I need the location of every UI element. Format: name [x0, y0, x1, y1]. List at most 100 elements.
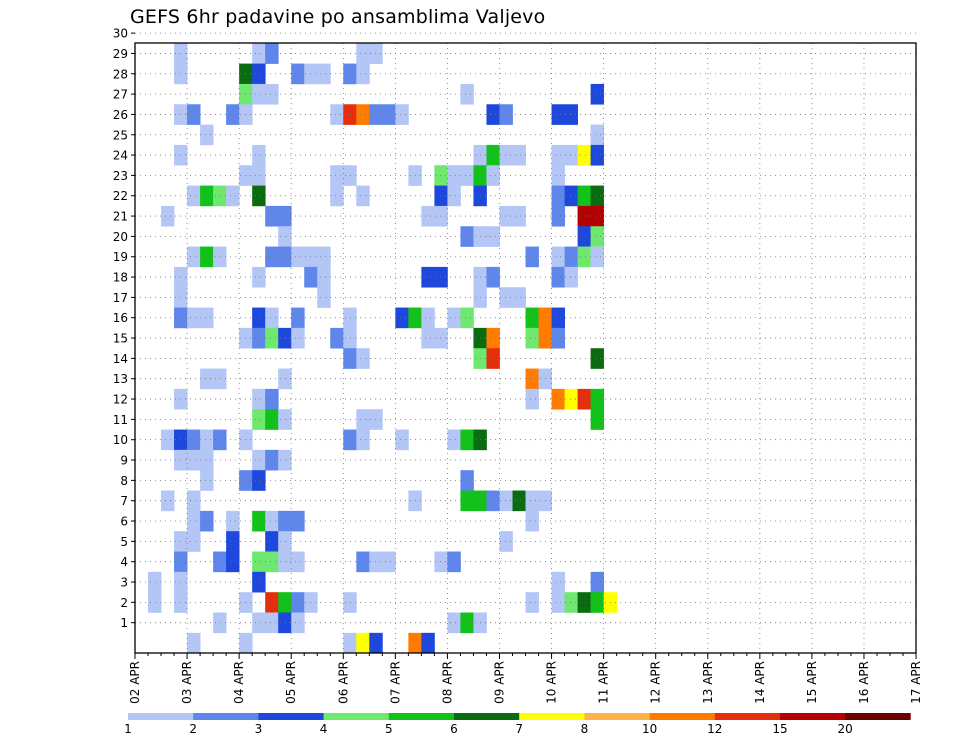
heatmap-cell: [577, 388, 592, 410]
y-tick-label: 11: [113, 413, 128, 427]
heatmap-cell: [252, 144, 266, 166]
legend-swatch: [714, 713, 781, 720]
heatmap-cell: [278, 551, 292, 573]
heatmap-cell: [187, 429, 201, 451]
x-tick-label: 13 APR: [701, 661, 715, 704]
heatmap-cell: [525, 246, 539, 268]
heatmap-cell: [551, 205, 565, 227]
heatmap-cell: [421, 205, 435, 227]
legend-level-label: 12: [707, 722, 722, 736]
heatmap-cell: [187, 185, 201, 207]
heatmap-cell: [447, 165, 461, 186]
heatmap-cell: [252, 307, 266, 329]
heatmap-cell: [525, 327, 539, 349]
heatmap-cell: [590, 388, 605, 410]
x-tick-label: 05 APR: [284, 661, 298, 704]
heatmap-cell: [252, 510, 266, 532]
heatmap-cell: [343, 429, 357, 451]
x-tick-label: 06 APR: [336, 661, 350, 704]
heatmap-cell: [278, 226, 292, 247]
heatmap-cell: [369, 632, 383, 654]
heatmap-cell: [343, 348, 357, 369]
heatmap-cell: [252, 266, 266, 288]
heatmap-cell: [590, 592, 605, 613]
legend-level-label: 15: [772, 722, 787, 736]
heatmap-cell: [226, 551, 240, 573]
y-tick-label: 14: [113, 352, 128, 366]
heatmap-cell: [252, 449, 266, 471]
heatmap-cell: [291, 63, 305, 85]
heatmap-cell: [161, 490, 175, 512]
heatmap-cell: [356, 348, 370, 369]
heatmap-cell: [265, 307, 279, 329]
x-tick-label: 12 APR: [649, 661, 663, 704]
heatmap-cell: [447, 429, 461, 451]
heatmap-cell: [252, 43, 266, 64]
heatmap-cell: [525, 490, 539, 512]
heatmap-cell: [278, 510, 292, 532]
legend-swatch: [193, 713, 259, 720]
heatmap-cell: [356, 429, 370, 451]
heatmap-cell: [551, 266, 565, 288]
heatmap-cell: [590, 246, 605, 268]
heatmap-cell: [148, 571, 162, 593]
heatmap-cell: [213, 612, 227, 634]
heatmap-cell: [499, 205, 513, 227]
heatmap-cell: [252, 165, 266, 186]
heatmap-cell: [551, 185, 565, 207]
heatmap-cell: [369, 43, 383, 64]
heatmap-cell: [226, 510, 240, 532]
heatmap-cell: [213, 551, 227, 573]
heatmap-cell: [447, 551, 461, 573]
legend-level-label: 1: [124, 722, 132, 736]
legend-swatch: [323, 713, 390, 720]
heatmap-cell: [252, 612, 266, 634]
heatmap-cell: [421, 327, 435, 349]
heatmap-cell: [408, 632, 422, 654]
heatmap-cell: [200, 307, 214, 329]
heatmap-cell: [252, 63, 266, 85]
heatmap-cell: [460, 612, 474, 634]
heatmap-cell: [590, 205, 605, 227]
heatmap-cell: [447, 612, 461, 634]
heatmap-cell: [551, 104, 565, 125]
heatmap-cell: [460, 490, 474, 512]
heatmap-cell: [421, 266, 435, 288]
heatmap-cell: [460, 226, 474, 247]
legend-level-label: 6: [450, 722, 458, 736]
heatmap-cell: [330, 185, 344, 207]
legend-level-label: 20: [838, 722, 853, 736]
legend-swatch: [584, 713, 650, 720]
y-tick-label: 4: [120, 555, 128, 569]
heatmap-cell: [356, 43, 370, 64]
y-tick-label: 10: [113, 433, 128, 447]
x-tick-label: 10 APR: [545, 661, 559, 704]
heatmap-cell: [265, 246, 279, 268]
heatmap-cell: [265, 531, 279, 552]
y-tick-label: 18: [113, 271, 128, 285]
x-tick-label: 09 APR: [492, 661, 506, 704]
x-tick-label: 17 APR: [909, 661, 923, 704]
heatmap-cell: [291, 551, 305, 573]
legend-swatch: [388, 713, 455, 720]
heatmap-cell: [226, 104, 240, 125]
heatmap-cell: [460, 307, 474, 329]
heatmap-cell: [291, 246, 305, 268]
heatmap-cell: [161, 429, 175, 451]
heatmap-cell: [330, 327, 344, 349]
x-tick-label: 04 APR: [232, 661, 246, 704]
x-tick-label: 07 APR: [388, 661, 402, 704]
heatmap-cell: [564, 266, 578, 288]
heatmap-cell: [421, 632, 435, 654]
heatmap-cell: [161, 205, 175, 227]
legend-level-label: 8: [581, 722, 589, 736]
y-tick-label: 8: [120, 474, 128, 488]
heatmap-cell: [187, 490, 201, 512]
heatmap-cell: [551, 388, 565, 410]
heatmap-cell: [343, 632, 357, 654]
heatmap-cell: [278, 205, 292, 227]
heatmap-cell: [343, 592, 357, 613]
heatmap-cell: [382, 104, 396, 125]
heatmap-cell: [434, 266, 448, 288]
heatmap-cell: [590, 348, 605, 369]
